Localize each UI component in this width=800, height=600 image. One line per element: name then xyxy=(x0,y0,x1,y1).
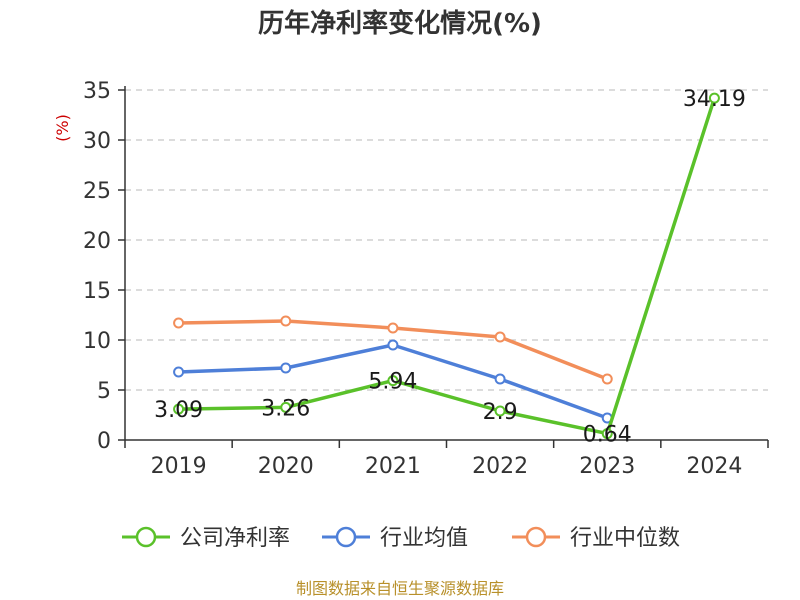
y-tick-label: 30 xyxy=(83,129,111,154)
data-point xyxy=(494,405,506,417)
x-tick-label: 2022 xyxy=(472,454,528,479)
data-point xyxy=(601,373,613,385)
x-tick-label: 2021 xyxy=(365,454,421,479)
series-lines xyxy=(173,92,720,440)
data-point xyxy=(173,317,185,329)
y-tick-label: 15 xyxy=(83,279,111,304)
legend-label: 行业中位数 xyxy=(570,526,680,551)
axes: 0 5 10 15 20 25 30 35 2019 2020 2021 2022 2023 2024 xyxy=(83,79,769,479)
x-tick-label: 2020 xyxy=(258,454,314,479)
data-point xyxy=(708,92,720,104)
y-tick-label: 20 xyxy=(83,229,111,254)
y-tick-label: 25 xyxy=(83,179,111,204)
legend-label: 公司净利率 xyxy=(180,526,290,551)
series-line-0 xyxy=(176,96,717,436)
y-tick-label: 0 xyxy=(97,429,111,454)
data-point xyxy=(387,339,399,351)
data-point xyxy=(280,401,292,413)
grid-lines xyxy=(125,89,768,391)
x-tick-label: 2019 xyxy=(151,454,207,479)
data-point xyxy=(494,373,506,385)
data-label: 2.9 xyxy=(483,400,518,425)
data-point xyxy=(280,315,292,327)
x-tick-label: 2023 xyxy=(579,454,635,479)
source-note: 制图数据来自恒生聚源数据库 xyxy=(296,579,504,598)
legend-marker xyxy=(335,526,357,548)
y-tick-label: 5 xyxy=(97,379,111,404)
data-point xyxy=(387,322,399,334)
legend-marker xyxy=(525,526,547,548)
data-point xyxy=(173,366,185,378)
data-point xyxy=(601,428,613,440)
x-tick-label: 2024 xyxy=(686,454,742,479)
legend-label: 行业均值 xyxy=(380,526,468,551)
chart-title: 历年净利率变化情况(%) xyxy=(258,8,542,39)
y-tick-label: 35 xyxy=(83,79,111,104)
data-label: 0.64 xyxy=(583,423,632,448)
legend: 公司净利率 行业均值 行业中位数 xyxy=(122,526,680,551)
data-point xyxy=(494,331,506,343)
data-label: 5.94 xyxy=(368,370,417,395)
data-point xyxy=(387,375,399,387)
data-label: 34.19 xyxy=(683,87,746,112)
data-label: 3.09 xyxy=(154,398,203,423)
y-axis-unit-label: (%) xyxy=(53,114,72,142)
data-label: 3.26 xyxy=(261,396,310,421)
y-tick-label: 10 xyxy=(83,329,111,354)
data-point xyxy=(280,362,292,374)
data-labels: 3.09 3.26 5.94 2.9 0.64 34.19 xyxy=(154,87,746,448)
legend-marker xyxy=(135,526,157,548)
data-point xyxy=(173,403,185,415)
